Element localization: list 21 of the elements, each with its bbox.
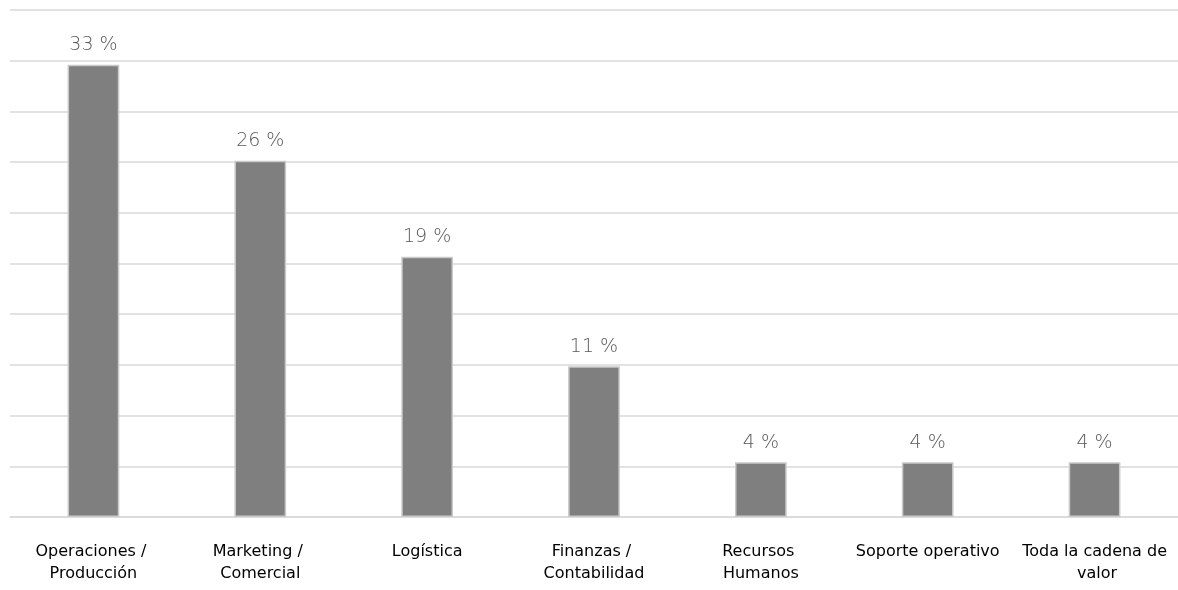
bar <box>1068 462 1121 517</box>
bar <box>901 462 954 517</box>
data-label: 19 % <box>403 224 452 247</box>
bar <box>234 160 287 517</box>
data-label: 33 % <box>69 32 118 55</box>
data-label: 26 % <box>236 128 285 151</box>
x-tick-label: Toda la cadena de valor <box>1021 540 1167 582</box>
x-tick-label: Operaciones / Producción <box>35 540 152 582</box>
x-tick-label: Logística <box>391 540 463 560</box>
bar <box>568 366 620 517</box>
x-tick-label: Finanzas / Contabilidad <box>543 540 645 582</box>
x-tick-label: Soporte operativo <box>855 540 1000 560</box>
data-label: 4 % <box>1076 429 1113 452</box>
x-tick-label: Recursos Humanos <box>722 540 800 582</box>
bar <box>401 256 454 517</box>
data-label: 4 % <box>909 429 946 452</box>
bar <box>734 462 787 517</box>
data-label: 11 % <box>569 333 619 356</box>
bar <box>67 64 120 517</box>
x-tick-label: Marketing / Comercial <box>212 540 308 582</box>
data-label: 4 % <box>742 429 779 452</box>
